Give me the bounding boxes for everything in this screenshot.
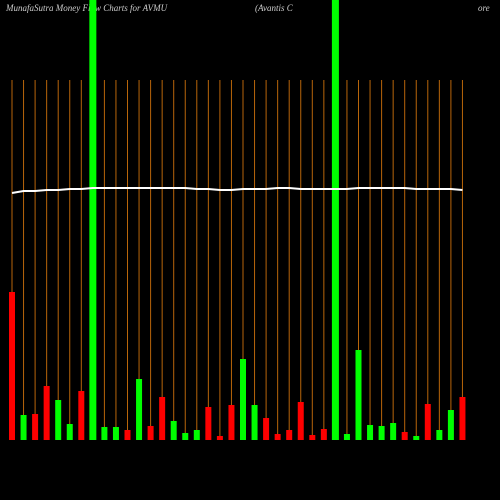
bar	[263, 418, 270, 440]
bar	[159, 397, 166, 440]
bar	[390, 423, 397, 440]
bar	[413, 436, 420, 440]
bar	[355, 350, 362, 440]
bar	[9, 292, 15, 440]
chart-title: MunafaSutra Money Flow Charts for AVMU	[5, 3, 168, 13]
bar	[193, 430, 200, 440]
bar	[20, 415, 27, 440]
bar	[89, 0, 97, 440]
bar	[459, 397, 466, 440]
bar	[378, 426, 385, 440]
bar	[205, 407, 212, 440]
bar	[170, 421, 177, 440]
bar	[55, 400, 62, 440]
bar	[401, 432, 408, 440]
bar	[447, 410, 454, 440]
bar	[251, 405, 258, 440]
bar	[32, 414, 39, 440]
bar	[424, 404, 431, 440]
bar	[228, 405, 235, 440]
bar	[112, 427, 119, 440]
bar	[331, 0, 339, 440]
bar	[43, 386, 50, 440]
flow-line	[11, 187, 463, 194]
bar	[367, 425, 374, 440]
bar	[124, 430, 131, 440]
bar	[78, 391, 85, 440]
bar	[343, 434, 350, 440]
bar	[66, 424, 73, 440]
annotation: ore	[478, 3, 490, 13]
bar	[309, 435, 316, 440]
bar	[436, 430, 443, 440]
bar	[274, 434, 281, 440]
bar	[147, 426, 154, 440]
bar	[320, 429, 327, 440]
bar	[240, 359, 246, 440]
bar	[286, 430, 293, 440]
bar	[216, 436, 223, 440]
bar	[297, 402, 304, 440]
bar	[136, 379, 143, 440]
chart-subtitle: (Avantis C	[255, 3, 294, 13]
bar	[182, 433, 189, 440]
bar	[101, 427, 108, 440]
